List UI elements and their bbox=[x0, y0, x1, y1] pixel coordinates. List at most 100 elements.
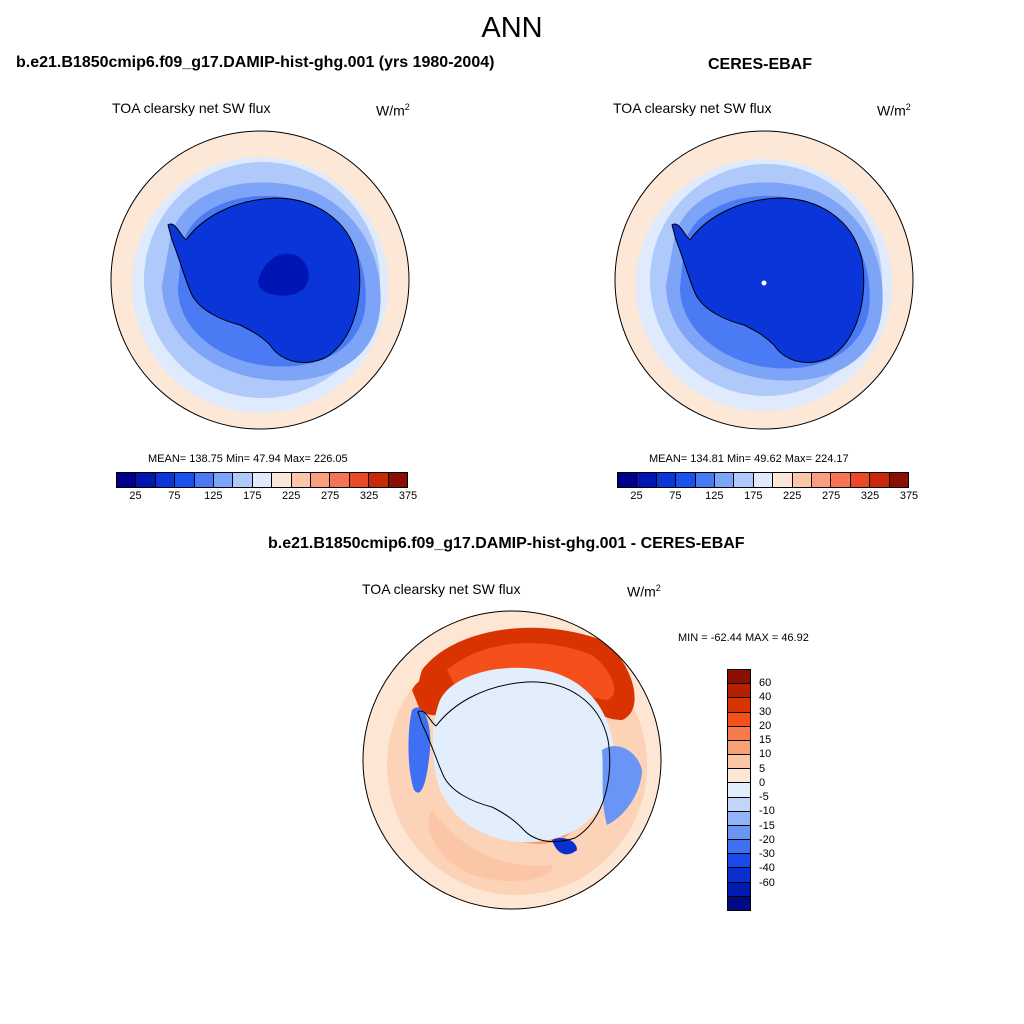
panel-3-coastline bbox=[417, 681, 611, 843]
panel-2-stats: MEAN= 134.81 Min= 49.62 Max= 224.17 bbox=[649, 453, 849, 465]
colorbar-tick-label: -10 bbox=[759, 805, 775, 818]
colorbar-swatch bbox=[850, 473, 871, 487]
colorbar-tick-label: 5 bbox=[759, 762, 766, 775]
colorbar-swatch bbox=[734, 473, 754, 487]
colorbar-swatch bbox=[695, 473, 716, 487]
colorbar-tick-label: 375 bbox=[899, 490, 919, 502]
colorbar-tick-label: 275 bbox=[821, 490, 841, 502]
colorbar-tick-label: 325 bbox=[860, 490, 880, 502]
panel-3-colorbar-ticks: 60 40 30 20 15 10 5 0 -5 -10 -15 -20 -30 -40 -60 bbox=[759, 669, 819, 911]
panel-2-pole-gap bbox=[761, 280, 767, 286]
panel-2-colorbar: 25 75 125 175 225 275 325 375 bbox=[617, 472, 918, 504]
panel-3-colorbar-bar bbox=[727, 669, 751, 911]
colorbar-swatch bbox=[728, 726, 750, 741]
colorbar-tick-label: 175 bbox=[744, 490, 763, 502]
colorbar-swatch bbox=[792, 473, 813, 487]
colorbar-tick-label: 20 bbox=[759, 719, 772, 732]
colorbar-swatch bbox=[728, 684, 750, 699]
colorbar-swatch bbox=[773, 473, 793, 487]
colorbar-swatch bbox=[272, 473, 292, 487]
colorbar-swatch bbox=[369, 473, 389, 487]
panel-3-neutral-interior bbox=[432, 667, 615, 843]
colorbar-swatch bbox=[728, 712, 750, 727]
panel-2-antarctica bbox=[671, 197, 865, 363]
colorbar-swatch bbox=[728, 825, 750, 841]
panel-3-title: b.e21.B1850cmip6.f09_g17.DAMIP-hist-ghg.… bbox=[268, 535, 745, 552]
colorbar-tick-label: 0 bbox=[759, 776, 766, 789]
panel-2-map bbox=[614, 130, 914, 430]
colorbar-swatch bbox=[728, 670, 750, 685]
panel-1-colorbar: 25 75 125 175 225 275 325 375 bbox=[116, 472, 417, 504]
colorbar-swatch bbox=[252, 473, 273, 487]
colorbar-swatch bbox=[753, 473, 774, 487]
colorbar-swatch bbox=[136, 473, 156, 487]
colorbar-tick-label: 75 bbox=[168, 490, 181, 502]
colorbar-swatch bbox=[728, 882, 750, 897]
panel-3-cool-west bbox=[408, 707, 431, 793]
colorbar-tick-label: 10 bbox=[759, 748, 772, 761]
colorbar-tick-label: -40 bbox=[759, 862, 775, 875]
colorbar-swatch bbox=[728, 896, 750, 910]
colorbar-swatch bbox=[728, 840, 750, 855]
colorbar-tick-label: 225 bbox=[282, 490, 301, 502]
panel-1-title: b.e21.B1850cmip6.f09_g17.DAMIP-hist-ghg.… bbox=[16, 54, 495, 71]
colorbar-swatch bbox=[117, 473, 137, 487]
panel-1-plateau bbox=[258, 253, 309, 296]
panel-3-cool-patch-south bbox=[552, 838, 577, 855]
panel-1-field bbox=[111, 131, 409, 429]
colorbar-swatch bbox=[728, 868, 750, 883]
colorbar-swatch bbox=[637, 473, 657, 487]
colorbar-tick-label: 40 bbox=[759, 691, 772, 704]
panel-2-units: W/m2 bbox=[877, 102, 911, 119]
colorbar-tick-label: 125 bbox=[705, 490, 724, 502]
colorbar-swatch bbox=[349, 473, 370, 487]
panel-2-colorbar-ticks: 25 75 125 175 225 275 325 375 bbox=[617, 488, 918, 504]
panel-2-title: CERES-EBAF bbox=[708, 56, 813, 73]
panel-3-colorbar: 60 40 30 20 15 10 5 0 -5 -10 -15 -20 -30 -40 -60 bbox=[727, 669, 817, 911]
colorbar-swatch bbox=[728, 797, 750, 812]
colorbar-tick-label: -5 bbox=[759, 791, 769, 804]
colorbar-swatch bbox=[194, 473, 215, 487]
panel-3-cool-east bbox=[602, 746, 642, 825]
panel-2-colorbar-bar bbox=[617, 472, 909, 488]
panel-1-colorbar-ticks: 25 75 125 175 225 275 325 375 bbox=[116, 488, 417, 504]
panel-1-map-border bbox=[110, 130, 410, 430]
colorbar-swatch bbox=[728, 783, 750, 798]
colorbar-swatch bbox=[291, 473, 312, 487]
colorbar-swatch bbox=[214, 473, 234, 487]
colorbar-swatch bbox=[728, 811, 750, 826]
panel-3-field bbox=[363, 611, 661, 909]
colorbar-swatch bbox=[870, 473, 890, 487]
colorbar-swatch bbox=[676, 473, 696, 487]
colorbar-swatch bbox=[728, 769, 750, 784]
panel-1-map bbox=[110, 130, 410, 430]
colorbar-tick-label: 25 bbox=[129, 490, 142, 502]
colorbar-tick-label: -20 bbox=[759, 833, 775, 846]
colorbar-tick-label: 225 bbox=[783, 490, 802, 502]
colorbar-swatch bbox=[233, 473, 253, 487]
colorbar-swatch bbox=[831, 473, 851, 487]
colorbar-tick-label: 30 bbox=[759, 705, 772, 718]
colorbar-tick-label: 375 bbox=[398, 490, 418, 502]
figure-title: ANN bbox=[481, 12, 543, 44]
panel-2-field bbox=[615, 131, 913, 429]
colorbar-tick-label: -15 bbox=[759, 819, 775, 832]
colorbar-swatch bbox=[618, 473, 638, 487]
panel-3-units: W/m2 bbox=[627, 583, 661, 600]
colorbar-tick-label: 15 bbox=[759, 734, 772, 747]
colorbar-tick-label: 275 bbox=[320, 490, 340, 502]
colorbar-tick-label: -30 bbox=[759, 848, 775, 861]
colorbar-tick-label: 75 bbox=[669, 490, 682, 502]
panel-1-units: W/m2 bbox=[376, 102, 410, 119]
colorbar-swatch bbox=[715, 473, 735, 487]
panel-3-variable-label: TOA clearsky net SW flux bbox=[362, 581, 521, 597]
colorbar-swatch bbox=[812, 473, 832, 487]
colorbar-swatch bbox=[728, 740, 750, 756]
colorbar-swatch bbox=[311, 473, 331, 487]
colorbar-swatch bbox=[728, 698, 750, 713]
colorbar-tick-label: 125 bbox=[204, 490, 223, 502]
colorbar-swatch bbox=[155, 473, 176, 487]
panel-1-variable-label: TOA clearsky net SW flux bbox=[112, 100, 271, 116]
panel-3-map bbox=[362, 610, 662, 910]
colorbar-swatch bbox=[175, 473, 195, 487]
